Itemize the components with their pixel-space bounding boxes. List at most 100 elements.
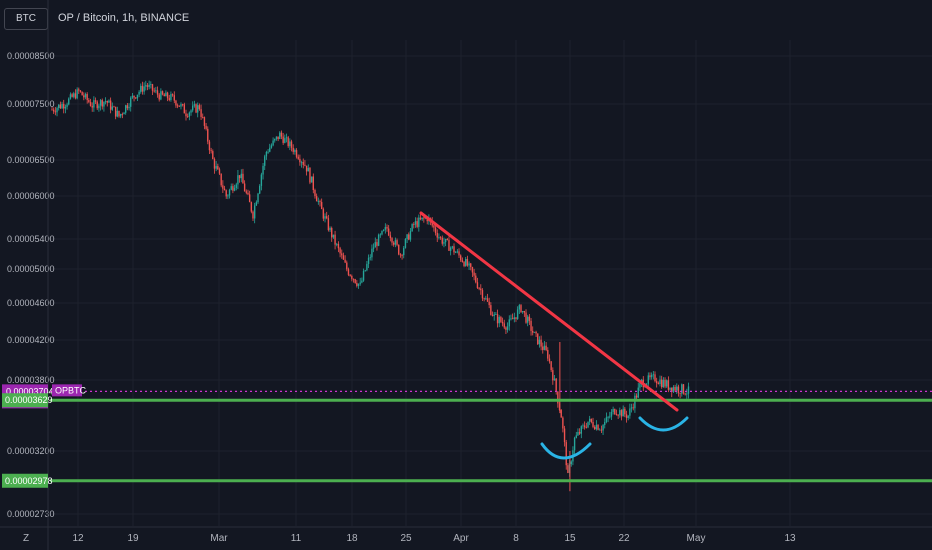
candle-body	[376, 242, 378, 246]
overlays	[50, 211, 932, 483]
candle-body	[310, 176, 313, 183]
candle-body	[245, 191, 247, 193]
candle-body	[362, 271, 365, 281]
candle-body	[433, 225, 435, 228]
candle-body	[439, 237, 442, 239]
candle-body	[284, 138, 286, 143]
candle-body	[516, 309, 519, 319]
candle-body	[664, 379, 666, 387]
trendline	[419, 211, 679, 412]
x-tick-label: May	[687, 533, 706, 544]
candle-body	[61, 103, 63, 109]
candle-body	[537, 333, 539, 345]
candle-body	[416, 221, 418, 227]
candle-body	[324, 216, 326, 219]
candle-body	[686, 393, 688, 395]
candle-body	[223, 188, 226, 191]
candle-body	[240, 173, 242, 179]
y-tick-label: 0.00003800	[7, 375, 55, 385]
candle-body	[381, 230, 383, 235]
candle-body	[322, 209, 325, 219]
candle-body	[332, 234, 335, 238]
x-tick-label: 25	[400, 533, 412, 544]
candle-body	[86, 94, 88, 100]
candle-body	[573, 437, 576, 451]
grid	[50, 40, 932, 526]
candle-body	[262, 165, 264, 175]
y-tick-label: 0.00004600	[7, 298, 55, 308]
candle-body	[290, 141, 293, 148]
y-tick-label: 0.00007500	[7, 99, 55, 109]
candle-body	[461, 260, 464, 262]
candle-body	[267, 151, 269, 153]
y-tick-label: 0.00005000	[7, 264, 55, 274]
candle-body	[181, 104, 184, 106]
candle-body	[264, 156, 266, 166]
x-tick-label: 12	[72, 533, 84, 544]
candle-body	[530, 320, 532, 331]
candle-body	[438, 237, 440, 239]
candle-body	[396, 240, 398, 245]
candle-body	[550, 361, 552, 371]
y-tick-label: 0.00008500	[7, 51, 55, 61]
candle-body	[351, 275, 353, 279]
candle-body	[488, 301, 490, 306]
candle-body	[217, 166, 219, 170]
candle-body	[326, 216, 328, 219]
candle-body	[635, 395, 638, 398]
candle-body	[297, 156, 299, 159]
candle-body	[590, 418, 593, 422]
candle-body	[210, 150, 212, 152]
candle-body	[557, 391, 559, 404]
candle-body	[207, 128, 209, 142]
candle-body	[320, 202, 323, 210]
candle-body	[232, 186, 234, 191]
candle-body	[250, 202, 253, 212]
x-tick-label: 13	[784, 533, 796, 544]
candle-body	[94, 100, 97, 102]
x-tick-label: 19	[127, 533, 139, 544]
candle-body	[501, 321, 504, 324]
support-price-tag	[2, 393, 48, 408]
candle-body	[265, 151, 268, 157]
candle-body	[213, 158, 216, 169]
candle-body	[491, 314, 494, 316]
candle-body	[409, 231, 412, 240]
candle-body	[190, 110, 192, 113]
candle-body	[148, 84, 150, 87]
candle-body	[632, 407, 634, 409]
candle-body	[346, 262, 348, 270]
candle-body	[587, 421, 589, 428]
candle-body	[253, 205, 256, 219]
candle-body	[575, 435, 577, 438]
candle-body	[63, 103, 65, 109]
candle-body	[649, 375, 651, 378]
candle-body	[652, 374, 655, 376]
candle-body	[525, 312, 527, 323]
candle-body	[170, 94, 172, 100]
candle-body	[629, 408, 631, 416]
x-tick-label: 22	[618, 533, 630, 544]
candle-body	[511, 318, 514, 320]
candle-body	[235, 184, 237, 189]
candle-body	[165, 92, 167, 97]
candle-body	[518, 305, 521, 310]
candle-body	[423, 217, 425, 219]
last-price-label: 0.00003704	[6, 386, 54, 396]
candle-body	[220, 173, 222, 186]
candle-body	[56, 108, 58, 113]
candle-body	[465, 258, 467, 267]
candle-body	[436, 232, 438, 238]
candle-body	[98, 105, 100, 109]
candle-body	[279, 132, 281, 139]
candle-body	[674, 387, 676, 391]
chart-title: OP / Bitcoin, 1h, BINANCE	[58, 12, 190, 24]
candle-body	[451, 246, 454, 248]
candle-body	[118, 110, 120, 117]
candle-body	[503, 323, 505, 328]
candle-body	[610, 411, 613, 417]
candle-body	[647, 375, 649, 384]
candle-body	[666, 380, 668, 387]
